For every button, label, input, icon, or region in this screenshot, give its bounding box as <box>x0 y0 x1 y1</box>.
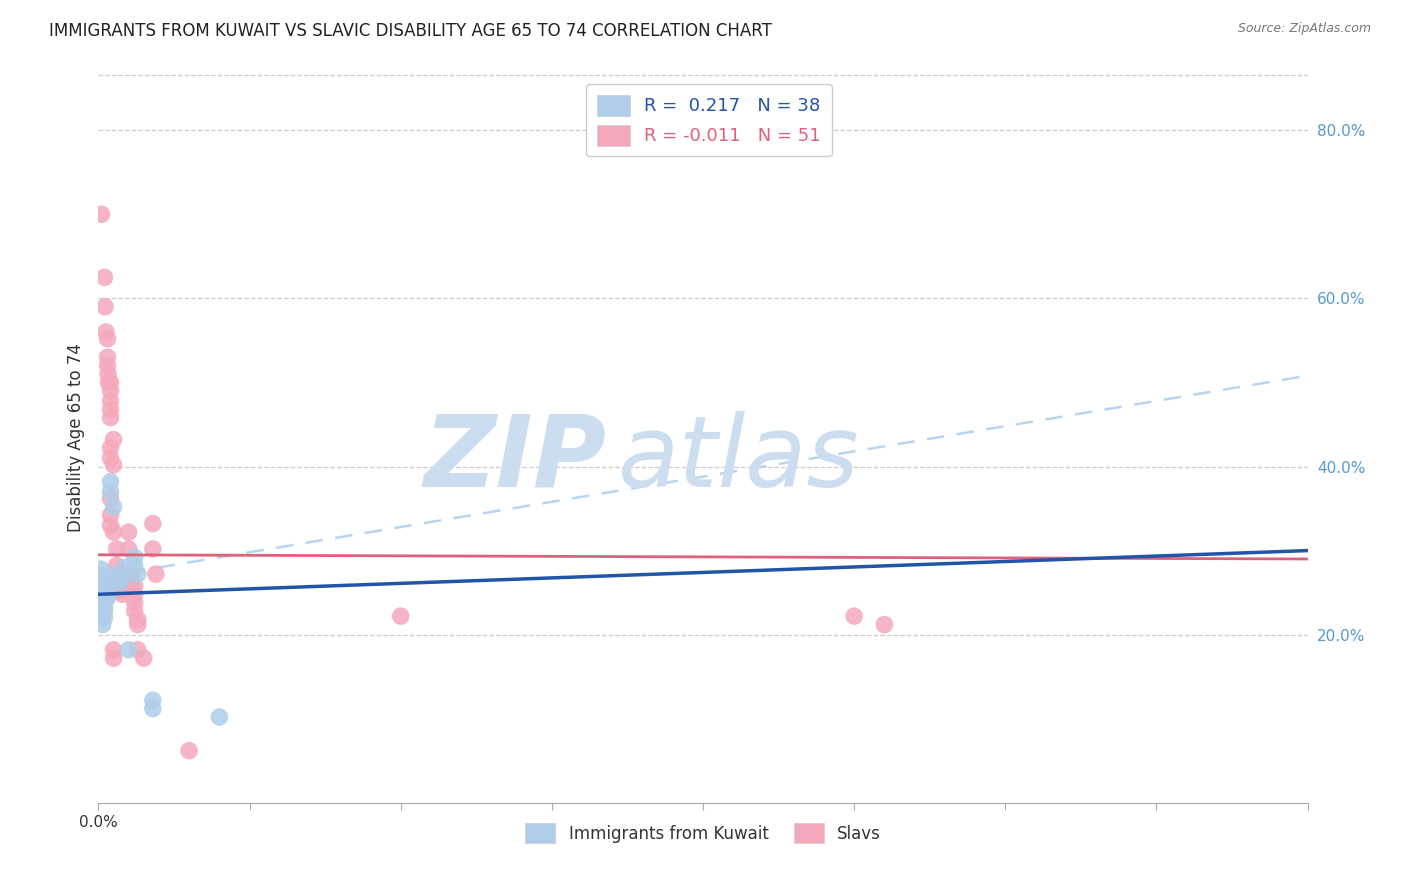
Point <box>96 350 118 364</box>
Point <box>94 577 117 591</box>
Point <box>179 744 201 758</box>
Point <box>93 585 115 599</box>
Point <box>90 570 112 584</box>
Point <box>94 582 117 597</box>
Point <box>103 500 125 514</box>
Point <box>142 541 165 556</box>
Point <box>100 384 122 398</box>
Point <box>127 613 149 627</box>
Point <box>105 541 128 556</box>
Text: atlas: atlas <box>619 410 860 508</box>
Point <box>100 491 122 506</box>
Point <box>208 710 231 724</box>
Point <box>97 367 120 381</box>
Point <box>93 270 115 285</box>
Point <box>118 541 141 556</box>
Point <box>96 332 118 346</box>
Point <box>121 573 143 587</box>
Point <box>111 570 134 584</box>
Point <box>91 581 114 595</box>
Point <box>100 410 122 425</box>
Point <box>114 575 136 590</box>
Point <box>105 573 128 587</box>
Point <box>96 587 118 601</box>
Point <box>103 458 125 472</box>
Point <box>124 604 146 618</box>
Point <box>132 651 155 665</box>
Point <box>145 567 167 582</box>
Point <box>124 550 146 565</box>
Point <box>91 617 114 632</box>
Point <box>124 579 146 593</box>
Point <box>111 570 134 584</box>
Point <box>108 583 131 598</box>
Point <box>103 642 125 657</box>
Point <box>91 585 114 599</box>
Point <box>142 701 165 715</box>
Point <box>93 600 115 615</box>
Point <box>389 609 412 624</box>
Point <box>100 475 122 489</box>
Point <box>873 617 896 632</box>
Point <box>100 508 122 523</box>
Point <box>91 598 114 612</box>
Point <box>103 525 125 540</box>
Point <box>124 558 146 573</box>
Point <box>100 393 122 408</box>
Point <box>91 609 114 624</box>
Point <box>93 582 115 596</box>
Point <box>100 484 122 499</box>
Text: IMMIGRANTS FROM KUWAIT VS SLAVIC DISABILITY AGE 65 TO 74 CORRELATION CHART: IMMIGRANTS FROM KUWAIT VS SLAVIC DISABIL… <box>49 22 772 40</box>
Point <box>118 642 141 657</box>
Point <box>100 451 122 466</box>
Point <box>90 207 112 221</box>
Point <box>111 579 134 593</box>
Point <box>97 376 120 390</box>
Point <box>103 651 125 665</box>
Point <box>100 441 122 455</box>
Point <box>94 300 117 314</box>
Point <box>103 433 125 447</box>
Point <box>94 325 117 339</box>
Point <box>105 558 128 573</box>
Point <box>111 587 134 601</box>
Point <box>127 567 149 582</box>
Point <box>124 587 146 601</box>
Point <box>91 577 114 591</box>
Text: Source: ZipAtlas.com: Source: ZipAtlas.com <box>1237 22 1371 36</box>
Point <box>96 359 118 373</box>
Point <box>100 402 122 417</box>
Point <box>100 376 122 390</box>
Point <box>93 591 115 605</box>
Point <box>844 609 866 624</box>
Point <box>121 567 143 582</box>
Point <box>118 525 141 540</box>
Point <box>90 575 112 590</box>
Point <box>127 617 149 632</box>
Legend: Immigrants from Kuwait, Slavs: Immigrants from Kuwait, Slavs <box>519 817 887 849</box>
Point <box>93 604 115 618</box>
Point <box>100 518 122 533</box>
Point <box>108 567 131 582</box>
Point <box>142 693 165 707</box>
Point <box>96 591 118 605</box>
Point <box>108 575 131 590</box>
Point <box>90 569 112 583</box>
Y-axis label: Disability Age 65 to 74: Disability Age 65 to 74 <box>66 343 84 532</box>
Point <box>91 592 114 607</box>
Text: ZIP: ZIP <box>423 410 606 508</box>
Point <box>127 642 149 657</box>
Point <box>93 596 115 610</box>
Point <box>105 567 128 582</box>
Point <box>91 572 114 586</box>
Point <box>93 611 115 625</box>
Point <box>114 560 136 574</box>
Point <box>90 562 112 576</box>
Point <box>142 516 165 531</box>
Point <box>124 596 146 610</box>
